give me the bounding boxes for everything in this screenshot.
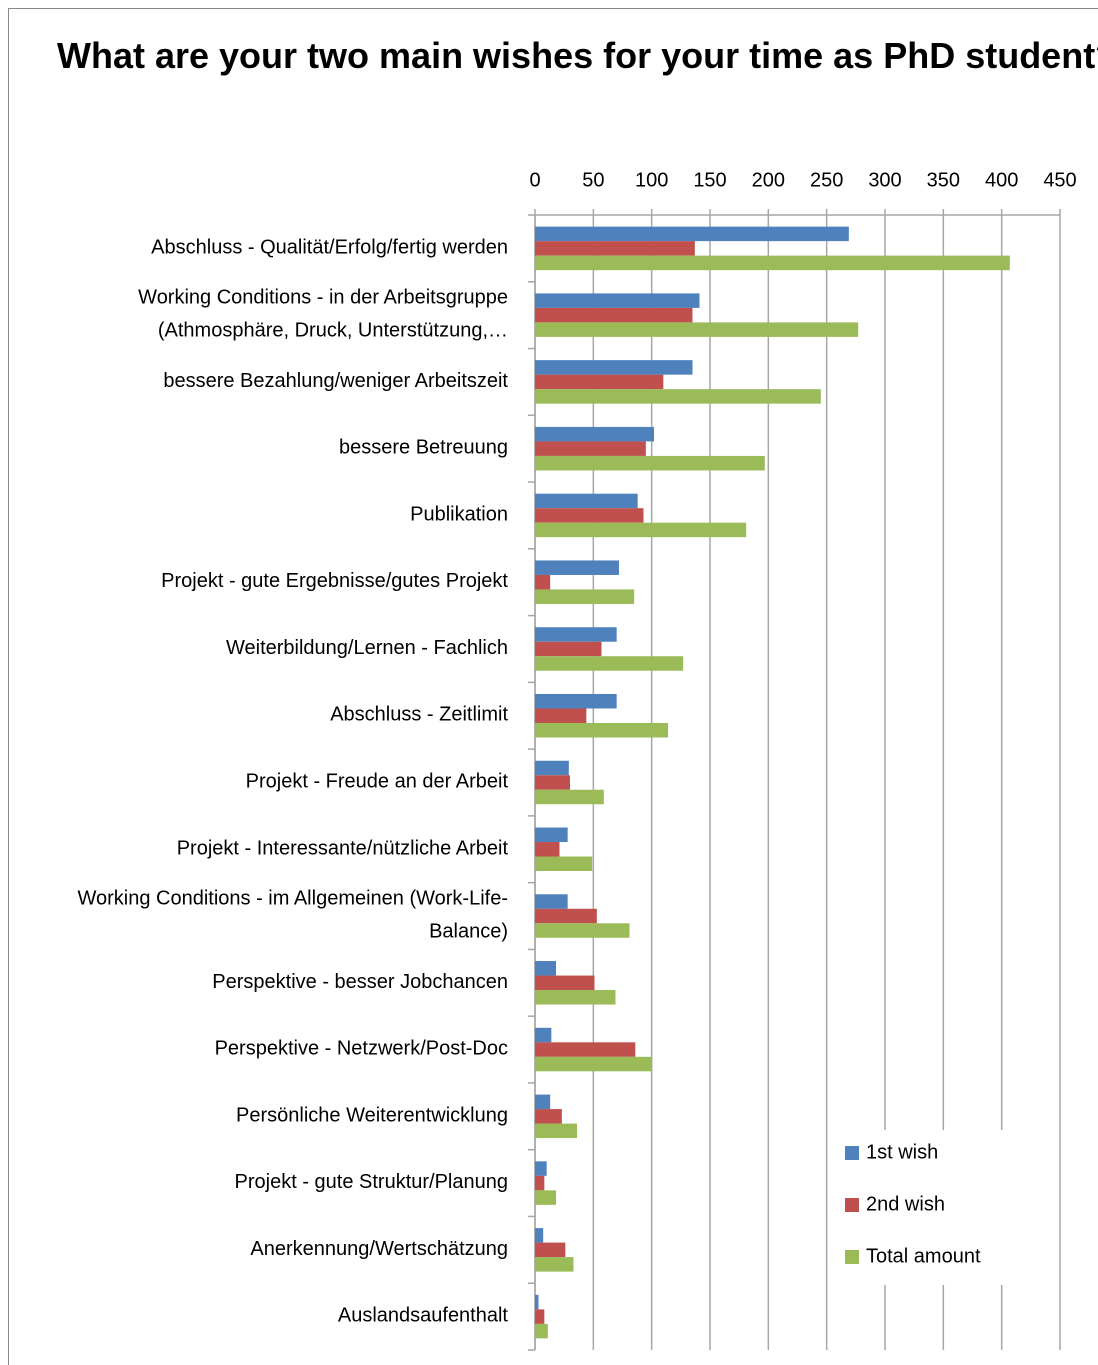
bar bbox=[535, 426, 654, 442]
bar bbox=[535, 842, 560, 857]
chart-title: What are your two main wishes for your t… bbox=[57, 35, 1098, 76]
bar bbox=[535, 894, 568, 909]
bar bbox=[535, 441, 646, 456]
chart-border bbox=[8, 8, 1098, 1365]
bar bbox=[535, 226, 849, 242]
legend-swatch bbox=[845, 1198, 859, 1212]
category-label: bessere Betreuung bbox=[339, 437, 508, 459]
category-label: Abschluss - Zeitlimit bbox=[330, 704, 508, 726]
x-tick-label: 250 bbox=[810, 169, 843, 191]
bar bbox=[535, 908, 597, 924]
bar bbox=[535, 760, 569, 776]
bar bbox=[535, 574, 551, 590]
bar bbox=[535, 522, 747, 538]
category-label: Working Conditions - im Allgemeinen (Wor… bbox=[77, 888, 508, 943]
category-label: Projekt - gute Struktur/Planung bbox=[235, 1171, 508, 1193]
bar bbox=[535, 1042, 636, 1057]
bar bbox=[535, 241, 695, 256]
bar bbox=[535, 627, 617, 642]
x-tick-label: 350 bbox=[927, 169, 960, 191]
category-label: Perspektive - Netzwerk/Post-Doc bbox=[215, 1038, 508, 1060]
bar bbox=[535, 1027, 552, 1043]
bar bbox=[535, 1294, 539, 1310]
category-label: Projekt - gute Ergebnisse/gutes Projekt bbox=[161, 570, 508, 592]
bar bbox=[535, 589, 635, 604]
x-tick-label: 400 bbox=[985, 169, 1018, 191]
bar bbox=[535, 307, 693, 323]
category-label: Anerkennung/Wertschätzung bbox=[250, 1238, 508, 1260]
x-tick-label: 200 bbox=[752, 169, 785, 191]
bar bbox=[535, 1190, 556, 1205]
bar bbox=[535, 322, 859, 337]
x-tick-label: 150 bbox=[693, 169, 726, 191]
bar bbox=[535, 990, 616, 1005]
bar bbox=[535, 975, 595, 991]
bar bbox=[535, 775, 570, 790]
legend-label: 1st wish bbox=[866, 1141, 938, 1163]
category-label: Projekt - Interessante/nützliche Arbeit bbox=[177, 838, 509, 860]
bar bbox=[535, 560, 619, 575]
bar bbox=[535, 493, 638, 509]
bar bbox=[535, 789, 604, 805]
x-tick-label: 100 bbox=[635, 169, 668, 191]
category-label: Persönliche Weiterentwicklung bbox=[236, 1105, 508, 1127]
bar bbox=[535, 1175, 545, 1191]
bar bbox=[535, 923, 630, 938]
category-label: Perspektive - besser Jobchancen bbox=[212, 971, 508, 993]
category-label: Working Conditions - in der Arbeitsgrupp… bbox=[138, 287, 508, 342]
bar bbox=[535, 1056, 652, 1072]
bar bbox=[535, 1228, 544, 1243]
bar bbox=[535, 1242, 566, 1258]
x-tick-label: 300 bbox=[868, 169, 901, 191]
bar bbox=[535, 1094, 551, 1110]
bar bbox=[535, 360, 693, 375]
legend-label: 2nd wish bbox=[866, 1193, 945, 1215]
x-tick-label: 0 bbox=[529, 169, 540, 191]
bar bbox=[535, 255, 1010, 271]
bar bbox=[535, 961, 556, 976]
bar bbox=[535, 856, 593, 872]
legend-swatch bbox=[845, 1250, 859, 1264]
x-tick-label: 450 bbox=[1043, 169, 1076, 191]
bar bbox=[535, 827, 568, 843]
bar bbox=[535, 508, 644, 523]
x-tick-label: 50 bbox=[582, 169, 604, 191]
bar bbox=[535, 1161, 547, 1176]
bar bbox=[535, 708, 587, 723]
bar bbox=[535, 455, 765, 471]
legend-background bbox=[835, 1130, 1025, 1285]
bar bbox=[535, 722, 668, 738]
legend-label: Total amount bbox=[866, 1245, 981, 1267]
category-label: Projekt - Freude an der Arbeit bbox=[246, 771, 509, 793]
bar bbox=[535, 1323, 548, 1339]
category-label: Auslandsaufenthalt bbox=[338, 1305, 509, 1327]
bar bbox=[535, 693, 617, 709]
legend-swatch bbox=[845, 1146, 859, 1160]
category-label: bessere Bezahlung/weniger Arbeitszeit bbox=[163, 370, 508, 392]
bar bbox=[535, 293, 700, 308]
category-label: Weiterbildung/Lernen - Fachlich bbox=[226, 637, 508, 659]
bar bbox=[535, 1109, 562, 1124]
bar bbox=[535, 641, 602, 657]
bar bbox=[535, 389, 821, 404]
category-label: Publikation bbox=[410, 504, 508, 526]
bar bbox=[535, 1123, 577, 1139]
bar bbox=[535, 374, 664, 390]
category-label: Abschluss - Qualität/Erfolg/fertig werde… bbox=[151, 237, 508, 259]
bar bbox=[535, 1257, 574, 1272]
bar bbox=[535, 1309, 545, 1324]
bar bbox=[535, 656, 684, 671]
